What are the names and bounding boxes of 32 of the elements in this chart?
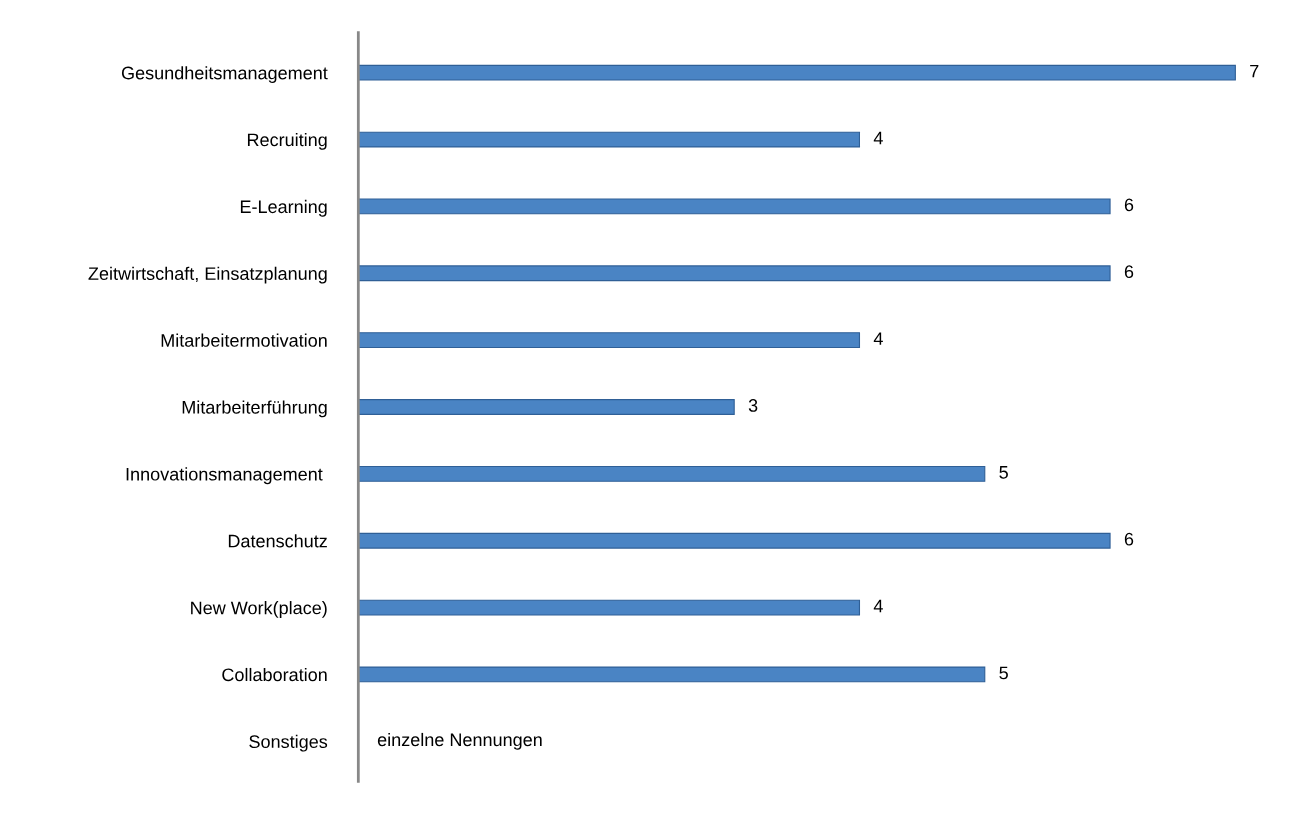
data-label: 4: [873, 131, 883, 145]
y-tick-label: Mitarbeiterführung: [182, 400, 327, 418]
bar: [358, 131, 861, 148]
data-label: 5: [999, 466, 1008, 479]
y-tick-label: Zeitwirtschaft, Einsatzplanung: [88, 266, 327, 284]
annotation: einzelne Nennungen: [377, 732, 542, 750]
data-label: 6: [1124, 265, 1134, 279]
data-label: 4: [873, 599, 883, 613]
data-label: 4: [873, 332, 883, 345]
bar: [358, 64, 1236, 81]
data-label: 7: [1250, 64, 1259, 78]
bar: [358, 599, 861, 616]
bar: [358, 265, 1111, 282]
bar: [358, 532, 1111, 549]
bar: [358, 332, 861, 349]
y-tick-label: Gesundheitsmanagement: [121, 66, 328, 83]
y-tick-label: Innovationsmanagement: [126, 467, 323, 485]
y-tick-label: E-Learning: [240, 199, 327, 217]
data-label: 5: [999, 666, 1008, 680]
bar: [358, 198, 1111, 215]
y-tick-label: Collaboration: [222, 667, 327, 682]
bar: [358, 465, 986, 482]
data-label: 3: [748, 399, 758, 412]
y-tick-label: Datenschutz: [228, 534, 327, 548]
bar: [358, 399, 735, 415]
data-label: 6: [1124, 532, 1134, 546]
y-tick-label: Recruiting: [247, 133, 327, 150]
y-tick-label: Sonstiges: [249, 734, 328, 752]
data-label: 6: [1124, 198, 1134, 212]
y-tick-label: New Work(place): [191, 601, 327, 618]
bar: [358, 666, 986, 683]
y-tick-label: Mitarbeitermotivation: [161, 333, 327, 347]
